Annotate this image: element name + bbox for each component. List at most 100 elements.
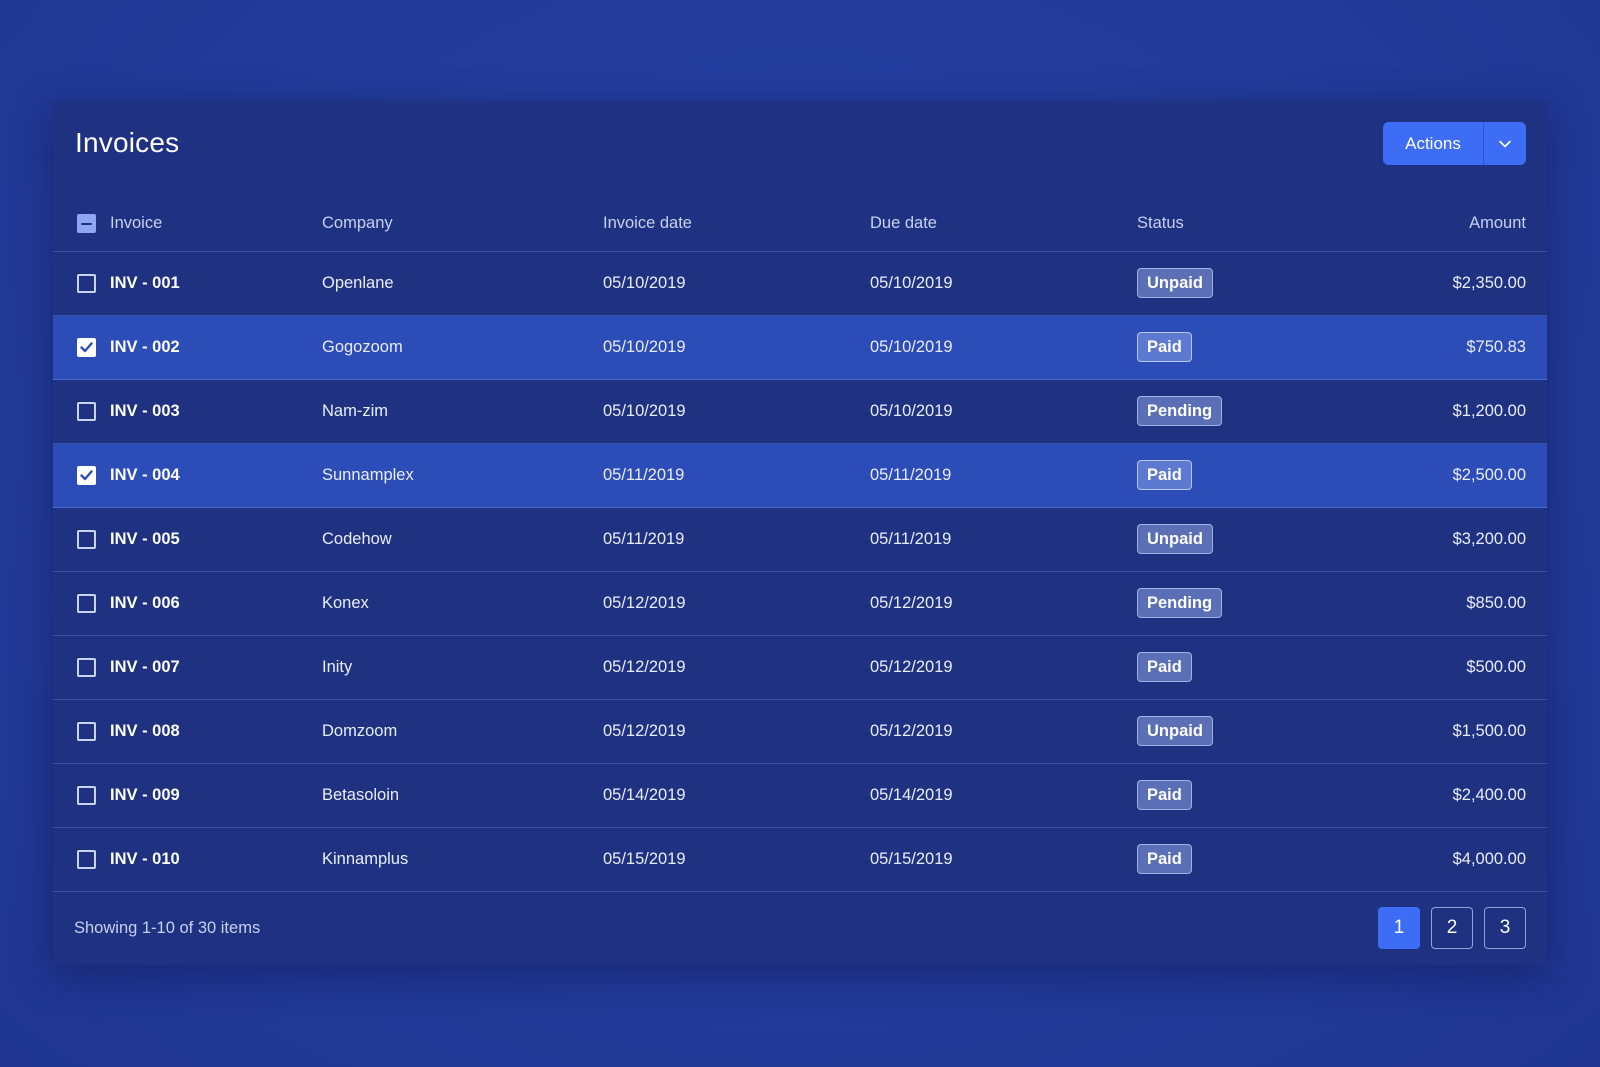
row-check-cell <box>53 379 110 444</box>
invoice-amount: $2,500.00 <box>1347 443 1547 508</box>
company-name: Inity <box>322 635 603 700</box>
invoice-amount: $750.83 <box>1347 315 1547 380</box>
column-header-status[interactable]: Status <box>1137 197 1347 252</box>
invoice-amount: $3,200.00 <box>1347 507 1547 572</box>
page-button-3[interactable]: 3 <box>1484 907 1526 949</box>
table-body: INV - 001 Openlane 05/10/2019 05/10/2019… <box>53 251 1547 892</box>
company-name: Betasoloin <box>322 763 603 828</box>
due-date: 05/11/2019 <box>870 507 1137 572</box>
row-checkbox[interactable] <box>77 273 96 293</box>
page-button-1[interactable]: 1 <box>1378 907 1420 949</box>
company-name: Codehow <box>322 507 603 572</box>
invoice-date: 05/12/2019 <box>603 699 870 764</box>
status-badge: Pending <box>1137 588 1223 618</box>
table-row[interactable]: INV - 001 Openlane 05/10/2019 05/10/2019… <box>53 251 1547 316</box>
invoice-date: 05/10/2019 <box>603 379 870 444</box>
due-date: 05/10/2019 <box>870 379 1137 444</box>
row-checkbox[interactable] <box>77 849 96 869</box>
select-all-checkbox[interactable] <box>77 214 96 234</box>
invoice-id: INV - 006 <box>110 571 322 636</box>
invoice-id: INV - 009 <box>110 763 322 828</box>
due-date: 05/10/2019 <box>870 251 1137 316</box>
invoice-date: 05/11/2019 <box>603 507 870 572</box>
invoice-date: 05/10/2019 <box>603 315 870 380</box>
table-row[interactable]: INV - 009 Betasoloin 05/14/2019 05/14/20… <box>53 763 1547 828</box>
column-header-amount[interactable]: Amount <box>1347 197 1547 252</box>
status-badge: Paid <box>1137 780 1192 810</box>
actions-dropdown-toggle[interactable] <box>1484 122 1526 165</box>
due-date: 05/10/2019 <box>870 315 1137 380</box>
row-checkbox[interactable] <box>77 529 96 549</box>
table-row[interactable]: INV - 002 Gogozoom 05/10/2019 05/10/2019… <box>53 315 1547 380</box>
invoice-date: 05/15/2019 <box>603 827 870 892</box>
invoice-amount: $1,200.00 <box>1347 379 1547 444</box>
invoice-amount: $500.00 <box>1347 635 1547 700</box>
invoice-id: INV - 008 <box>110 699 322 764</box>
row-checkbox[interactable] <box>77 465 96 485</box>
column-header-invoice[interactable]: Invoice <box>110 197 322 252</box>
column-header-due-date[interactable]: Due date <box>870 197 1137 252</box>
invoice-id: INV - 003 <box>110 379 322 444</box>
row-checkbox[interactable] <box>77 337 96 357</box>
row-checkbox[interactable] <box>77 401 96 421</box>
actions-divider <box>1483 122 1484 165</box>
status-badge: Paid <box>1137 652 1192 682</box>
table-row[interactable]: INV - 006 Konex 05/12/2019 05/12/2019 Pe… <box>53 571 1547 636</box>
due-date: 05/12/2019 <box>870 571 1137 636</box>
status-badge: Pending <box>1137 396 1223 426</box>
due-date: 05/12/2019 <box>870 699 1137 764</box>
due-date: 05/15/2019 <box>870 827 1137 892</box>
row-check-cell <box>53 507 110 572</box>
status-badge: Paid <box>1137 844 1192 874</box>
status-cell: Paid <box>1137 443 1347 508</box>
company-name: Nam-zim <box>322 379 603 444</box>
due-date: 05/11/2019 <box>870 443 1137 508</box>
column-header-company[interactable]: Company <box>322 197 603 252</box>
row-check-cell <box>53 443 110 508</box>
row-check-cell <box>53 827 110 892</box>
row-checkbox[interactable] <box>77 785 96 805</box>
row-check-cell <box>53 699 110 764</box>
page-button-2[interactable]: 2 <box>1431 907 1473 949</box>
status-cell: Paid <box>1137 763 1347 828</box>
invoice-amount: $4,000.00 <box>1347 827 1547 892</box>
table-row[interactable]: INV - 004 Sunnamplex 05/11/2019 05/11/20… <box>53 443 1547 508</box>
status-cell: Pending <box>1137 379 1347 444</box>
table-row[interactable]: INV - 008 Domzoom 05/12/2019 05/12/2019 … <box>53 699 1547 764</box>
actions-button[interactable]: Actions <box>1383 122 1483 165</box>
row-check-cell <box>53 251 110 316</box>
invoice-date: 05/11/2019 <box>603 443 870 508</box>
invoice-date: 05/10/2019 <box>603 251 870 316</box>
due-date: 05/12/2019 <box>870 635 1137 700</box>
invoice-date: 05/12/2019 <box>603 635 870 700</box>
table-row[interactable]: INV - 010 Kinnamplus 05/15/2019 05/15/20… <box>53 827 1547 892</box>
invoice-id: INV - 004 <box>110 443 322 508</box>
table-row[interactable]: INV - 003 Nam-zim 05/10/2019 05/10/2019 … <box>53 379 1547 444</box>
table-row[interactable]: INV - 005 Codehow 05/11/2019 05/11/2019 … <box>53 507 1547 572</box>
company-name: Domzoom <box>322 699 603 764</box>
invoice-amount: $2,350.00 <box>1347 251 1547 316</box>
company-name: Sunnamplex <box>322 443 603 508</box>
status-badge: Paid <box>1137 332 1192 362</box>
status-cell: Unpaid <box>1137 251 1347 316</box>
header-check-cell <box>53 197 110 252</box>
table-row[interactable]: INV - 007 Inity 05/12/2019 05/12/2019 Pa… <box>53 635 1547 700</box>
status-cell: Paid <box>1137 315 1347 380</box>
status-cell: Paid <box>1137 635 1347 700</box>
row-checkbox[interactable] <box>77 657 96 677</box>
status-cell: Unpaid <box>1137 507 1347 572</box>
company-name: Konex <box>322 571 603 636</box>
status-badge: Unpaid <box>1137 524 1213 554</box>
row-check-cell <box>53 635 110 700</box>
row-check-cell <box>53 315 110 380</box>
row-checkbox[interactable] <box>77 721 96 741</box>
row-checkbox[interactable] <box>77 593 96 613</box>
chevron-down-icon <box>1499 140 1511 147</box>
company-name: Kinnamplus <box>322 827 603 892</box>
row-check-cell <box>53 763 110 828</box>
pagination: 1 2 3 <box>1378 907 1526 949</box>
column-header-invoice-date[interactable]: Invoice date <box>603 197 870 252</box>
company-name: Openlane <box>322 251 603 316</box>
row-check-cell <box>53 571 110 636</box>
invoice-id: INV - 010 <box>110 827 322 892</box>
